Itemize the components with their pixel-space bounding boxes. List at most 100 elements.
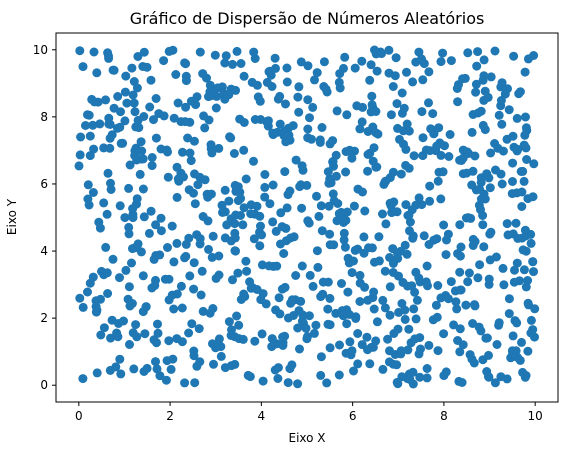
data-point	[491, 252, 501, 262]
data-point	[432, 141, 442, 151]
data-point	[441, 250, 451, 260]
data-point	[458, 153, 468, 163]
data-point	[509, 51, 519, 61]
y-axis-label: Eixo Y	[5, 198, 19, 235]
data-point	[275, 119, 285, 129]
data-point	[401, 144, 411, 154]
data-point	[380, 303, 390, 313]
data-point	[395, 134, 404, 144]
data-point	[312, 246, 322, 256]
data-point	[138, 271, 148, 281]
data-point	[255, 241, 265, 251]
data-point	[209, 359, 218, 369]
data-point	[162, 356, 172, 366]
data-point	[111, 362, 121, 372]
data-point	[155, 371, 165, 381]
data-point	[163, 172, 173, 182]
data-point	[144, 228, 154, 238]
data-point	[230, 246, 240, 256]
y-axis-ticks: 0 2 4 6 8 10	[33, 43, 56, 392]
data-point	[83, 180, 93, 190]
data-point	[355, 278, 365, 288]
data-point	[519, 176, 529, 186]
data-point	[391, 53, 401, 63]
data-point	[424, 98, 433, 108]
data-point	[439, 371, 449, 381]
data-point	[443, 229, 453, 239]
data-point	[194, 324, 204, 334]
data-point	[128, 90, 138, 100]
data-point	[335, 340, 344, 350]
data-point	[186, 156, 196, 166]
data-point	[196, 290, 206, 300]
data-point	[217, 200, 227, 210]
data-point	[502, 219, 512, 229]
data-point	[307, 134, 316, 144]
data-point	[468, 166, 478, 176]
data-point	[252, 201, 262, 211]
data-point	[129, 364, 139, 374]
data-point	[428, 109, 438, 119]
data-point	[134, 123, 144, 133]
data-point	[443, 294, 453, 304]
data-point	[304, 311, 314, 321]
data-point	[268, 180, 278, 190]
data-point	[439, 329, 449, 339]
data-point	[425, 181, 435, 191]
data-point	[125, 160, 135, 170]
data-point	[508, 350, 517, 359]
data-point	[359, 232, 369, 242]
data-point	[369, 287, 379, 297]
data-point	[189, 284, 199, 294]
data-point	[301, 323, 311, 333]
data-point	[484, 372, 494, 382]
data-point	[402, 67, 411, 77]
data-point	[407, 281, 417, 291]
data-point	[78, 374, 88, 384]
data-point	[234, 320, 244, 330]
data-point	[365, 75, 375, 85]
data-point	[256, 221, 265, 231]
data-point	[171, 70, 181, 79]
data-point	[422, 261, 432, 271]
data-point	[529, 159, 539, 169]
data-point	[521, 112, 530, 122]
data-point	[445, 130, 455, 139]
data-point	[323, 304, 333, 314]
data-point	[305, 113, 314, 123]
data-point	[260, 182, 270, 192]
data-point	[214, 143, 224, 153]
data-point	[220, 94, 230, 104]
data-point	[190, 169, 199, 179]
data-point	[267, 342, 277, 352]
data-point	[521, 282, 531, 292]
data-point	[127, 258, 136, 268]
data-point	[151, 220, 161, 230]
data-point	[520, 372, 530, 382]
data-point	[227, 325, 236, 335]
y-tick-label: 8	[40, 110, 48, 124]
data-point	[355, 270, 365, 280]
data-point	[249, 156, 258, 166]
data-point	[378, 364, 388, 374]
data-point	[498, 263, 508, 273]
data-point	[388, 82, 398, 91]
data-point	[189, 346, 199, 356]
data-point	[138, 307, 148, 317]
data-point	[473, 273, 483, 283]
data-point	[343, 287, 353, 297]
data-point	[342, 110, 352, 120]
data-point	[385, 346, 394, 356]
data-point	[518, 245, 528, 255]
data-point	[297, 203, 307, 213]
data-point	[372, 66, 382, 76]
data-point	[282, 77, 292, 87]
data-point	[528, 257, 538, 267]
data-point	[478, 355, 488, 365]
data-point	[446, 277, 456, 287]
data-point	[453, 97, 463, 107]
data-point	[125, 340, 134, 349]
data-point	[482, 169, 492, 179]
data-point	[241, 256, 251, 266]
data-point	[116, 138, 126, 148]
